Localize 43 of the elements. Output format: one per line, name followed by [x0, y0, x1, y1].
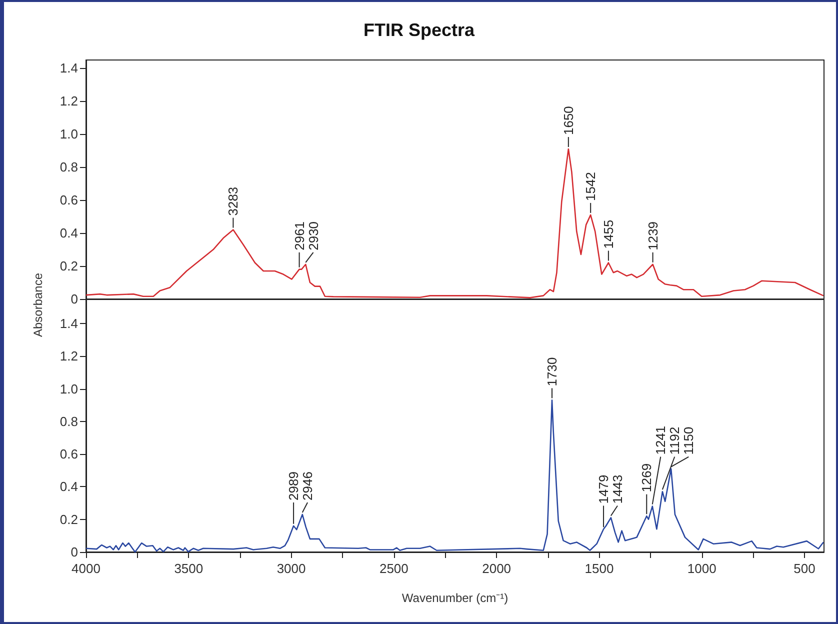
x-tick-label: 1500	[584, 561, 614, 576]
annotation: 1269	[639, 463, 654, 492]
annotation: 1650	[560, 106, 576, 136]
y-tick-label: 1.0	[60, 126, 78, 142]
y-tick-label: 1.2	[60, 94, 78, 109]
y-tick-label: 0.2	[60, 258, 78, 274]
annotation: 1239	[645, 221, 660, 250]
y-tick-label: 1.4	[60, 60, 78, 76]
annotation: 1730	[544, 357, 560, 386]
annotation: 2930	[306, 221, 321, 250]
annotation: 2961	[292, 221, 307, 250]
x-tick-label: 4000	[72, 561, 100, 576]
annotation: 1479	[596, 474, 612, 504]
y-tick-label: 0	[70, 292, 78, 306]
annotation: 1241	[653, 426, 668, 455]
x-tick-label: 1000	[687, 561, 716, 576]
y-tick-label: 0	[70, 544, 78, 560]
x-tick-label: 2000	[482, 561, 512, 576]
annotation: 3283	[226, 186, 241, 216]
x-tick-label: 3000	[276, 561, 306, 576]
x-tick-label: 2500	[379, 561, 408, 576]
x-axis-title: Wavenumber (cm⁻¹)	[402, 591, 508, 605]
y-tick-label: 1.2	[60, 348, 78, 364]
y-tick-label: 0.4	[60, 479, 78, 494]
chart-title: FTIR Spectra	[363, 20, 476, 40]
y-tick-label: 0.8	[60, 414, 78, 429]
y-axis-title: Absorbance	[31, 272, 46, 338]
y-tick-label: 1.4	[60, 316, 78, 331]
y-tick-label: 0.2	[60, 512, 78, 527]
y-tick-label: 0.6	[60, 446, 78, 462]
x-tick-label: 3500	[174, 561, 204, 576]
annotation: 2946	[300, 472, 316, 500]
x-tick-label: 500	[794, 561, 816, 576]
annotation: 2989	[286, 472, 302, 500]
annotation: 1192	[667, 426, 682, 455]
y-tick-label: 1.0	[60, 381, 78, 396]
annotation: 1443	[610, 474, 626, 504]
y-tick-label: 0.6	[60, 192, 78, 208]
annotation: 1150	[681, 426, 696, 455]
y-tick-label: 0.8	[60, 160, 78, 175]
y-tick-label: 0.4	[60, 226, 78, 241]
annotation: 1455	[600, 220, 616, 249]
annotation: 1542	[583, 172, 598, 201]
